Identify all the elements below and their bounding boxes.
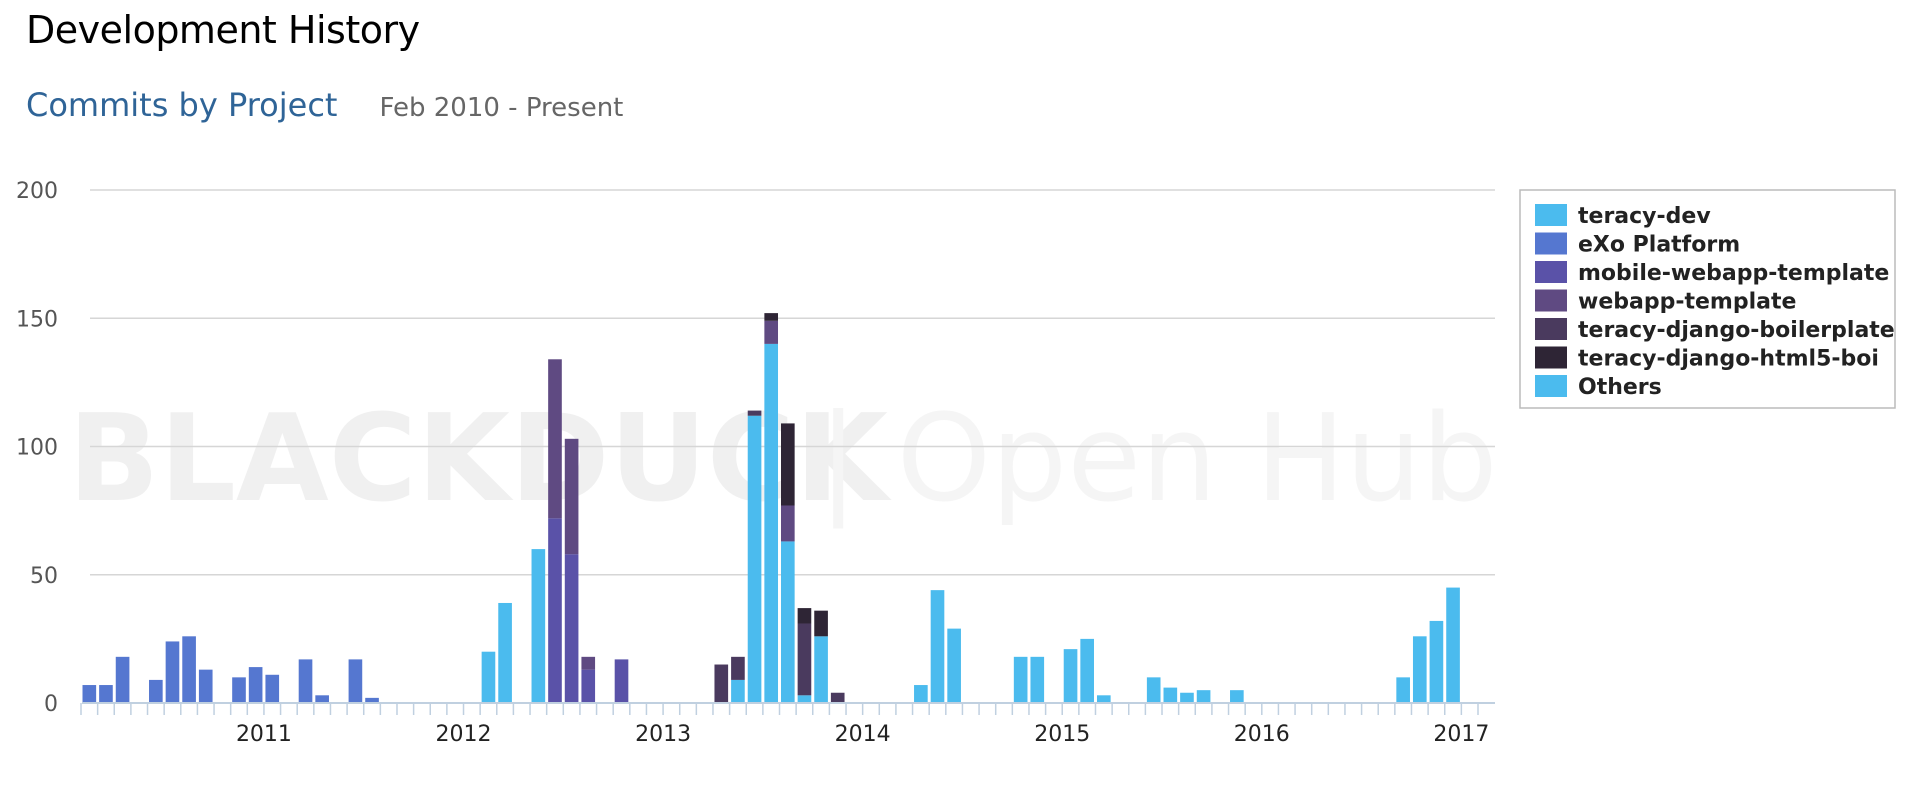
bar-segment	[1013, 656, 1028, 703]
date-range: Feb 2010 - Present	[379, 93, 624, 123]
chart-title: Commits by Project	[26, 86, 338, 124]
bar-segment	[731, 679, 745, 703]
bar-segment	[947, 628, 961, 703]
legend-label: webapp-template	[1578, 290, 1796, 315]
bar-segment	[149, 679, 163, 703]
bar-segment	[531, 549, 546, 703]
legend-box	[1519, 189, 1896, 409]
legend-swatch	[1535, 375, 1567, 397]
bar-segment	[548, 359, 562, 519]
x-tick-label: 2011	[236, 722, 292, 747]
legend-label: teracy-dev	[1578, 204, 1711, 229]
bar-segment	[830, 692, 845, 703]
legend-swatch	[1535, 204, 1567, 226]
bar-segment	[1180, 692, 1194, 703]
bar-segment	[564, 438, 579, 555]
bar-segment	[298, 659, 313, 703]
x-tick-label: 2012	[436, 722, 492, 747]
legend-swatch	[1535, 346, 1567, 369]
y-tick-label: 100	[16, 436, 58, 461]
bar-segment	[581, 669, 596, 703]
chart-header: Commits by Project Feb 2010 - Present	[26, 86, 623, 124]
bar-segment	[797, 695, 812, 703]
bar-segment	[348, 659, 363, 703]
y-axis-ticks: 0 50 100 150 200	[16, 179, 58, 717]
bar-segment	[731, 656, 745, 680]
bar-segment	[781, 541, 795, 703]
legend-swatch	[1535, 232, 1567, 255]
bar-segment	[82, 685, 97, 703]
legend-label: mobile-webapp-template	[1578, 261, 1889, 286]
legend-label: teracy-django-html5-boi	[1578, 347, 1879, 372]
bar-segment	[481, 651, 496, 703]
legend-swatch	[1535, 289, 1567, 312]
bar-segment	[1063, 649, 1078, 703]
bar-segment	[198, 669, 213, 703]
bar-segment	[182, 636, 196, 703]
bar-segment	[914, 685, 928, 703]
y-tick-label: 200	[16, 179, 58, 204]
bar-segment	[714, 664, 729, 703]
bar-segment	[232, 677, 246, 703]
bar-segment	[797, 608, 812, 624]
bar-segment	[365, 697, 379, 703]
x-axis: 2011 2012 2013 2014 2015 2016 2017	[80, 702, 1495, 747]
bar-segment	[1412, 636, 1427, 703]
bar-segment	[1396, 677, 1410, 703]
page-title: Development History	[26, 8, 420, 52]
x-tick-label: 2016	[1234, 722, 1290, 747]
bar-segment	[781, 423, 795, 506]
legend-label: teracy-django-boilerplate	[1578, 318, 1895, 343]
bar-segment	[764, 320, 779, 344]
legend: teracy-dev eXo Platform mobile-webapp-temp…	[1519, 189, 1896, 409]
bar-segment	[781, 505, 795, 542]
bar-segment	[581, 656, 596, 670]
bar-segment	[265, 674, 280, 703]
bar-segment	[315, 695, 329, 703]
bar-segment	[1146, 677, 1161, 703]
bar-segment	[248, 667, 263, 703]
bar-segment	[930, 590, 945, 703]
bar-segment	[764, 313, 779, 321]
bar-segment	[614, 659, 629, 703]
bar-segment	[1030, 656, 1045, 703]
bar-segment	[814, 610, 828, 637]
x-tick-label: 2014	[835, 722, 891, 747]
bar-segment	[797, 623, 812, 696]
bar-segment	[747, 410, 762, 416]
legend-label: eXo Platform	[1578, 233, 1740, 258]
bar-segment	[1196, 690, 1211, 703]
legend-swatch	[1535, 318, 1567, 340]
x-tick-label: 2017	[1433, 722, 1489, 747]
bar-segment	[764, 343, 779, 703]
bar-segment	[99, 685, 113, 703]
legend-swatch	[1535, 261, 1567, 283]
bar-segment	[814, 636, 828, 703]
bar-segment	[564, 554, 579, 703]
bar-segment	[1429, 620, 1444, 703]
y-tick-label: 50	[30, 564, 58, 589]
bar-segment	[1080, 638, 1094, 704]
bar-segment	[1096, 695, 1111, 703]
x-tick-label: 2013	[635, 722, 691, 747]
y-tick-label: 150	[16, 307, 58, 332]
bar-segment	[1446, 587, 1460, 703]
bar-segment	[115, 656, 130, 703]
x-tick-label: 2015	[1034, 722, 1090, 747]
bar-segment	[747, 415, 762, 703]
bars	[82, 313, 1460, 704]
watermark-light: | Open Hub	[818, 390, 1498, 529]
bar-segment	[498, 602, 512, 703]
bar-segment	[165, 641, 180, 703]
legend-items: teracy-dev eXo Platform mobile-webapp-temp…	[1535, 204, 1895, 400]
bar-segment	[1163, 687, 1178, 703]
bar-segment	[1230, 690, 1244, 703]
y-tick-label: 0	[44, 692, 58, 717]
bar-segment	[548, 518, 562, 703]
legend-label: Others	[1578, 375, 1662, 400]
